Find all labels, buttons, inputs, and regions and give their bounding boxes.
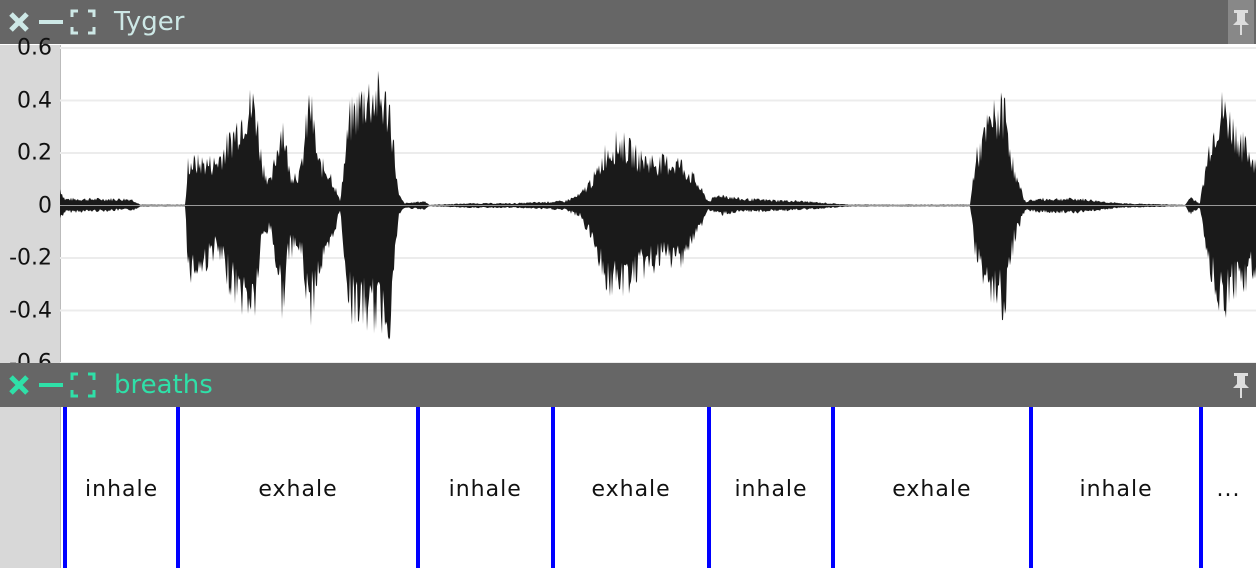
minimize-icon[interactable]	[38, 372, 64, 398]
interval-label[interactable]: exhale	[258, 477, 338, 502]
interval-boundary[interactable]	[1029, 407, 1034, 568]
close-icon[interactable]	[6, 372, 32, 398]
y-tick-label: 0	[38, 193, 52, 218]
interval-label[interactable]: inhale	[734, 477, 808, 502]
tier-panel-titlebar: breaths	[0, 363, 1256, 407]
panel-title: Tyger	[114, 7, 185, 37]
maximize-icon[interactable]	[70, 9, 96, 35]
pin-icon[interactable]	[1228, 0, 1254, 44]
interval-boundary[interactable]	[415, 407, 420, 568]
waveform-plot[interactable]	[60, 45, 1256, 363]
interval-label[interactable]: inhale	[448, 477, 522, 502]
y-tick-label: -0.4	[9, 298, 52, 323]
y-axis: 0.60.40.20-0.2-0.4-0.6	[0, 36, 61, 376]
panel-title: breaths	[114, 370, 213, 400]
interval-boundary[interactable]	[1198, 407, 1203, 568]
interval-tier[interactable]: inhale exhale inhale exhale inhale exhale inha…	[60, 407, 1256, 568]
y-tick-label: -0.2	[9, 245, 52, 271]
interval-label[interactable]: exhale	[892, 477, 972, 502]
interval-label[interactable]: exhale	[591, 477, 671, 502]
interval-boundary[interactable]	[550, 407, 555, 568]
interval-boundary[interactable]	[830, 407, 835, 568]
minimize-icon[interactable]	[38, 9, 64, 35]
waveform-panel-titlebar: Tyger	[0, 0, 1256, 44]
y-tick-label: 0.4	[17, 88, 52, 113]
pin-icon[interactable]	[1228, 363, 1254, 407]
interval-label[interactable]: inhale	[85, 477, 159, 502]
close-icon[interactable]	[6, 9, 32, 35]
interval-boundary[interactable]	[176, 407, 181, 568]
y-tick-label: 0.6	[17, 35, 52, 61]
interval-label[interactable]: ...	[1216, 477, 1241, 502]
maximize-icon[interactable]	[70, 372, 96, 398]
tier-gutter	[0, 407, 61, 568]
interval-boundary[interactable]	[62, 407, 67, 568]
interval-label[interactable]: inhale	[1079, 477, 1153, 502]
interval-boundary[interactable]	[707, 407, 712, 568]
y-tick-label: 0.2	[17, 140, 52, 166]
